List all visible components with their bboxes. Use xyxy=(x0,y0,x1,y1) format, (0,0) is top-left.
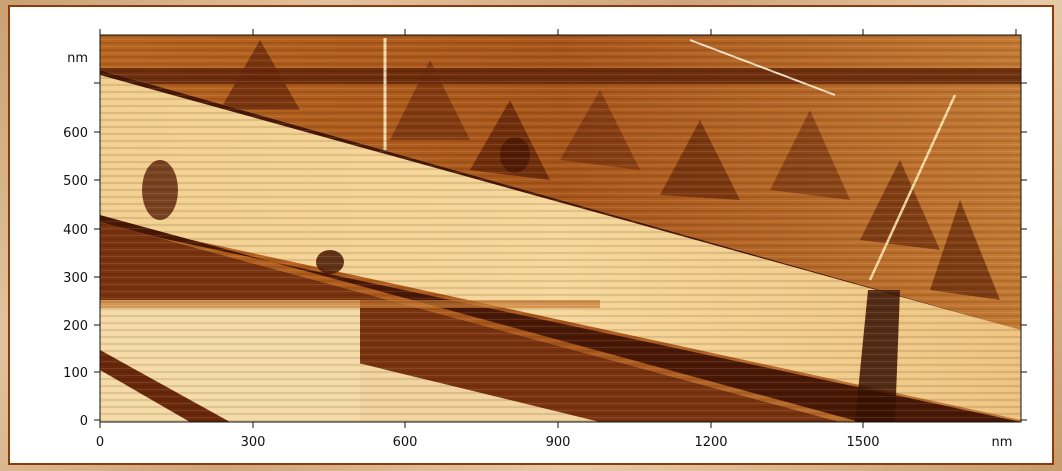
y-tick-label: 100 xyxy=(63,366,88,381)
y-tick-label: 300 xyxy=(63,271,88,286)
y-unit-label: nm xyxy=(67,51,88,66)
x-unit-label: nm xyxy=(992,435,1013,450)
y-tick-label: 500 xyxy=(63,174,88,189)
x-tick-label: 900 xyxy=(546,435,571,450)
afm-topography-image xyxy=(100,35,1021,422)
x-tick-label: 0 xyxy=(96,435,104,450)
x-tick-label: 600 xyxy=(393,435,418,450)
y-tick-label: 600 xyxy=(63,126,88,141)
y-tick-label: 0 xyxy=(80,414,88,429)
y-axis xyxy=(94,82,1027,421)
x-tick-label: 300 xyxy=(241,435,266,450)
x-axis xyxy=(99,29,1017,428)
x-tick-label: 1500 xyxy=(846,435,879,450)
y-tick-label: 200 xyxy=(63,319,88,334)
x-tick-label: 1200 xyxy=(694,435,727,450)
y-tick-label: 400 xyxy=(63,223,88,238)
